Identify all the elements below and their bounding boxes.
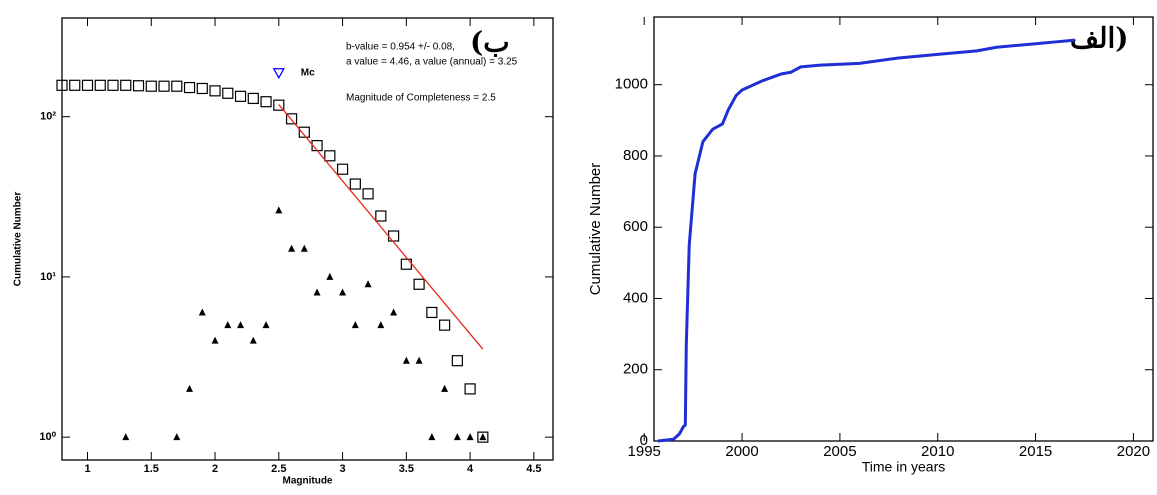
- y-tick-label: 10¹: [40, 271, 56, 283]
- triangle-marker: [441, 384, 449, 392]
- x-tick-label: 2005: [823, 443, 856, 460]
- y-tick-label: 800: [623, 147, 648, 164]
- annotation: b-value = 0.954 +/- 0.08,: [346, 42, 455, 53]
- y-axis-label: Cumulative Number: [587, 163, 604, 296]
- triangle-marker: [479, 433, 487, 441]
- square-marker: [362, 188, 374, 200]
- square-marker: [438, 319, 451, 331]
- panel-label: الف): [1070, 22, 1129, 55]
- triangle-marker: [198, 308, 206, 316]
- x-tick-label: 3.5: [399, 463, 414, 475]
- triangle-marker: [453, 433, 461, 441]
- square-marker: [285, 113, 298, 125]
- x-tick-label: 2020: [1117, 443, 1150, 460]
- square-marker: [145, 80, 157, 92]
- triangle-marker: [364, 280, 372, 288]
- y-tick-label: 10²: [40, 111, 56, 123]
- triangle-marker: [428, 433, 436, 441]
- x-tick-label: 1: [84, 463, 90, 475]
- triangle-marker: [415, 356, 423, 364]
- mc-label: Mc: [301, 67, 315, 78]
- x-tick-label: 4: [467, 463, 474, 475]
- square-marker: [69, 79, 81, 91]
- triangle-marker: [288, 244, 296, 252]
- square-marker: [56, 79, 68, 91]
- square-marker: [171, 80, 183, 92]
- triangle-marker: [326, 272, 334, 280]
- triangle-marker: [351, 321, 359, 329]
- y-tick-label: 600: [623, 218, 648, 235]
- x-tick-label: 3: [340, 463, 346, 475]
- y-tick-label: 200: [623, 361, 648, 378]
- y-tick-label: 0: [640, 432, 648, 449]
- square-marker: [209, 85, 221, 97]
- x-tick-label: 4.5: [526, 463, 541, 475]
- triangle-marker: [237, 321, 245, 329]
- square-marker: [375, 210, 387, 222]
- square-marker: [426, 306, 438, 319]
- triangle-marker: [390, 308, 398, 316]
- triangle-marker: [173, 433, 181, 441]
- square-marker: [120, 79, 132, 91]
- triangle-marker: [224, 321, 232, 329]
- square-marker: [183, 81, 196, 94]
- triangle-marker: [300, 244, 308, 252]
- square-marker: [81, 79, 94, 91]
- triangle-marker: [211, 336, 219, 344]
- x-tick-label: 2015: [1019, 443, 1052, 460]
- square-marker: [451, 355, 463, 367]
- triangle-marker: [466, 433, 474, 441]
- x-axis-label: Time in years: [862, 459, 946, 475]
- triangle-marker: [339, 288, 347, 296]
- x-tick-label: 2010: [921, 443, 954, 460]
- square-marker: [247, 92, 259, 105]
- square-marker: [158, 80, 170, 92]
- square-marker: [464, 383, 476, 395]
- x-tick-label: 1.5: [144, 463, 159, 475]
- square-marker: [94, 79, 106, 91]
- triangle-marker: [249, 336, 257, 344]
- square-marker: [336, 163, 349, 175]
- square-marker: [234, 90, 247, 102]
- y-tick-label: 10⁰: [39, 431, 56, 443]
- triangle-marker: [186, 384, 194, 392]
- annotation: Magnitude of Completeness = 2.5: [346, 93, 496, 104]
- square-marker: [107, 79, 119, 91]
- square-marker: [132, 80, 145, 92]
- square-marker: [260, 96, 272, 108]
- y-tick-label: 1000: [615, 76, 648, 93]
- x-axis-label: Magnitude: [283, 476, 333, 487]
- square-marker: [324, 150, 336, 162]
- panel-label: (ب: [470, 26, 510, 59]
- triangle-marker: [262, 321, 270, 329]
- triangle-marker: [402, 356, 410, 364]
- plot-frame: [653, 16, 1154, 442]
- triangle-marker: [122, 433, 130, 441]
- data-line: [278, 104, 484, 350]
- x-tick-label: 2000: [725, 443, 758, 460]
- square-marker: [273, 99, 285, 111]
- triangle-marker: [275, 206, 283, 214]
- plot-frame: [61, 17, 554, 461]
- y-tick-label: 400: [623, 289, 648, 306]
- mc-marker: [272, 68, 285, 80]
- y-axis-label: Cumulative Number: [13, 192, 24, 287]
- triangle-marker: [377, 321, 385, 329]
- annotation: a value = 4.46, a value (annual) = 3.25: [346, 57, 518, 68]
- square-marker: [222, 87, 234, 99]
- square-marker: [387, 230, 400, 242]
- square-marker: [413, 278, 425, 290]
- square-marker: [349, 178, 361, 190]
- triangle-marker: [313, 288, 321, 296]
- x-tick-label: 2.5: [271, 463, 286, 475]
- x-tick-label: 1995: [628, 443, 661, 460]
- square-marker: [477, 431, 489, 443]
- x-tick-label: 2: [212, 463, 218, 475]
- square-marker: [298, 126, 310, 138]
- square-marker: [196, 82, 208, 95]
- data-line: [657, 38, 1075, 443]
